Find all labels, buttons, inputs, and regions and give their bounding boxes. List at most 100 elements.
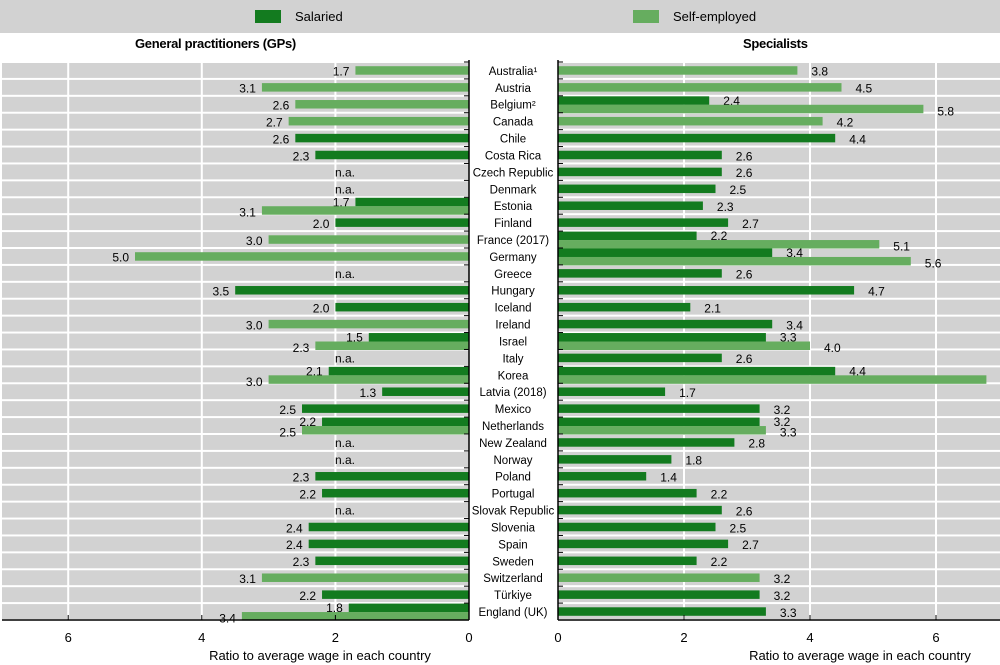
category-label: Canada: [493, 117, 534, 129]
data-label: 5.1: [893, 240, 910, 254]
data-label: 4.4: [849, 364, 866, 378]
category-label: Türkiye: [494, 590, 532, 602]
data-label: 4.4: [849, 132, 866, 146]
category-label: England (UK): [478, 607, 547, 619]
bar-specialists-self-employed: [558, 66, 798, 75]
data-label: 3.0: [246, 234, 263, 248]
bar-specialists-salaried: [558, 590, 760, 599]
data-label: 3.3: [780, 606, 797, 620]
legend: Salaried Self-employed: [0, 0, 1000, 33]
data-label: 3.2: [774, 403, 791, 417]
bar-gps-salaried: [348, 603, 469, 613]
bar-specialists-salaried: [558, 539, 729, 549]
bar-gps-self-employed: [268, 235, 469, 244]
data-label: 3.5: [213, 285, 230, 299]
data-label: 2.2: [299, 415, 316, 429]
bar-specialists-self-employed: [558, 116, 823, 126]
bar-specialists-salaried: [558, 387, 666, 396]
data-label: 1.4: [660, 471, 677, 485]
legend-item-self-employed: Self-employed: [633, 8, 756, 24]
panel-title-specialists: Specialists: [743, 36, 808, 51]
bar-gps-self-employed: [288, 116, 469, 126]
category-label: Latvia (2018): [479, 387, 546, 399]
bar-gps-self-employed: [268, 375, 469, 384]
data-label: 3.1: [239, 572, 256, 586]
data-label: 2.6: [736, 149, 753, 163]
data-label: 2.4: [286, 538, 303, 552]
data-label: 2.3: [293, 341, 310, 355]
data-label: 2.2: [711, 487, 728, 501]
data-label: 3.2: [774, 415, 791, 429]
data-label: 3.2: [774, 572, 791, 586]
bar-specialists-salaried: [558, 353, 722, 363]
bar-specialists-self-employed: [558, 426, 766, 435]
bar-gps-salaried: [382, 387, 469, 396]
bar-gps-salaried: [328, 366, 469, 376]
bar-specialists-salaried: [558, 404, 760, 413]
data-label: 1.5: [346, 331, 363, 345]
data-label: 2.2: [711, 229, 728, 243]
x-axis-title: Ratio to average wage in each country: [209, 648, 431, 663]
category-label: Portugal: [492, 489, 535, 501]
category-label: Norway: [494, 455, 533, 467]
bar-gps-self-employed: [355, 66, 469, 75]
data-label: 2.5: [730, 521, 747, 535]
data-label: 5.6: [925, 256, 942, 270]
bar-specialists-salaried: [558, 438, 735, 447]
data-label: 2.1: [704, 301, 721, 315]
bar-specialists-salaried: [558, 505, 722, 515]
legend-label-self-employed: Self-employed: [673, 8, 757, 24]
bar-specialists-salaried: [558, 231, 697, 241]
bar-specialists-salaried: [558, 286, 855, 295]
row-band: [2, 350, 469, 366]
bar-specialists-salaried: [558, 366, 836, 376]
data-label: 2.1: [306, 364, 323, 378]
bar-specialists-salaried: [558, 269, 722, 278]
row-band: [2, 502, 469, 518]
bar-gps-self-employed: [241, 612, 469, 621]
row-band: [2, 181, 469, 197]
category-label: Costa Rica: [485, 150, 542, 162]
data-label: 3.4: [786, 318, 803, 332]
data-label: 2.6: [736, 166, 753, 180]
row-band: [558, 468, 1000, 484]
data-label: 2.3: [293, 149, 310, 163]
bar-specialists-self-employed: [558, 375, 987, 384]
category-label: Sweden: [492, 556, 534, 568]
bar-specialists-salaried: [558, 184, 716, 194]
legend-swatch-self-employed: [633, 9, 659, 23]
row-band: [2, 164, 469, 180]
data-label: 3.2: [774, 589, 791, 603]
bar-gps-salaried: [322, 417, 469, 427]
data-label: 2.7: [742, 538, 759, 552]
na-label: n.a.: [335, 267, 355, 281]
data-label: 3.1: [239, 82, 256, 96]
bar-specialists-self-employed: [558, 104, 924, 114]
bar-specialists-salaried: [558, 167, 722, 177]
data-label: 2.8: [748, 437, 765, 451]
category-label: Iceland: [494, 303, 531, 315]
data-label: 3.8: [811, 65, 828, 79]
bar-specialists-salaried: [558, 488, 697, 498]
data-label: 2.4: [286, 521, 303, 535]
bar-specialists-salaried: [558, 150, 722, 160]
data-label: 3.4: [219, 612, 236, 626]
category-label: Ireland: [495, 320, 530, 332]
bar-specialists-self-employed: [558, 83, 842, 92]
bar-gps-self-employed: [315, 341, 469, 350]
bar-gps-salaried: [368, 333, 469, 342]
data-label: 1.7: [679, 386, 696, 400]
data-label: 1.7: [333, 195, 350, 209]
bar-gps-salaried: [335, 218, 469, 227]
data-label: 1.3: [359, 386, 376, 400]
data-label: 2.5: [279, 426, 296, 440]
bar-specialists-salaried: [558, 556, 697, 566]
category-label: Australia¹: [489, 66, 538, 78]
bar-specialists-salaried: [558, 319, 773, 329]
category-label: Netherlands: [482, 421, 544, 433]
data-label: 3.3: [780, 426, 797, 440]
data-label: 1.8: [685, 454, 702, 468]
data-label: 2.0: [313, 217, 330, 231]
data-label: 2.5: [279, 403, 296, 417]
data-label: 4.2: [837, 115, 854, 129]
